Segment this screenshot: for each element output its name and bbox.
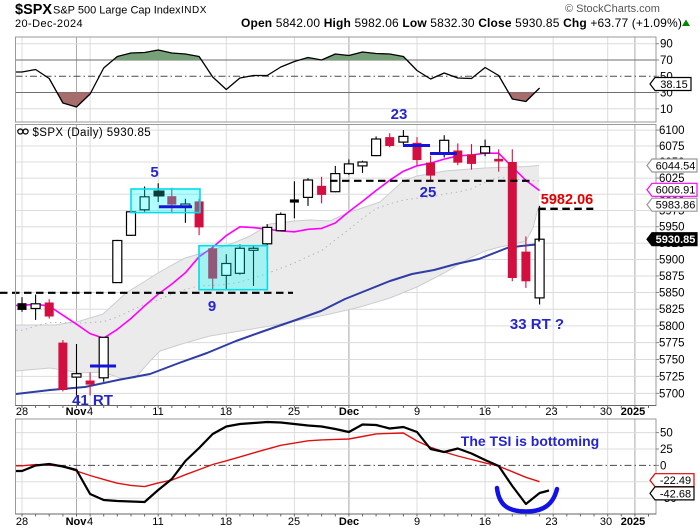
svg-text:25: 25 <box>660 444 673 456</box>
svg-text:$SPX: $SPX <box>15 2 52 18</box>
svg-text:-22.49: -22.49 <box>660 475 691 487</box>
svg-text:4: 4 <box>87 516 93 528</box>
svg-text:0: 0 <box>660 460 666 472</box>
svg-text:11: 11 <box>152 406 163 418</box>
svg-text:90: 90 <box>660 39 673 51</box>
svg-text:5950: 5950 <box>659 222 685 234</box>
svg-text:5983.86: 5983.86 <box>656 200 696 212</box>
svg-text:16: 16 <box>479 406 491 418</box>
svg-text:6100: 6100 <box>659 125 685 137</box>
svg-text:5875: 5875 <box>659 271 685 283</box>
svg-text:The TSI is bottoming: The TSI is bottoming <box>461 433 599 449</box>
svg-text:6044.54: 6044.54 <box>656 160 696 172</box>
svg-text:4: 4 <box>87 406 93 418</box>
svg-text:5775: 5775 <box>659 338 685 350</box>
svg-text:41 RT: 41 RT <box>72 392 113 409</box>
svg-text:-42.68: -42.68 <box>660 488 691 500</box>
svg-text:2025: 2025 <box>621 406 645 418</box>
svg-text:$SPX (Daily) 5930.85: $SPX (Daily) 5930.85 <box>33 127 152 139</box>
svg-text:30: 30 <box>600 516 612 528</box>
svg-text:INDX: INDX <box>181 5 207 16</box>
svg-text:11: 11 <box>152 516 163 528</box>
svg-text:Nov: Nov <box>66 406 88 418</box>
svg-text:5930.85: 5930.85 <box>656 234 696 246</box>
svg-text:5982.06: 5982.06 <box>541 192 593 208</box>
svg-text:23: 23 <box>391 106 408 123</box>
svg-text:23: 23 <box>545 406 557 418</box>
svg-text:S&P 500 Large Cap Index: S&P 500 Large Cap Index <box>53 5 181 17</box>
svg-text:9: 9 <box>414 406 420 418</box>
svg-text:23: 23 <box>545 516 557 528</box>
svg-text:© StockCharts.com: © StockCharts.com <box>565 3 660 15</box>
svg-text:25: 25 <box>288 406 300 418</box>
svg-text:5900: 5900 <box>659 255 685 267</box>
svg-text:25: 25 <box>288 516 300 528</box>
svg-text:16: 16 <box>479 516 491 528</box>
svg-text:Dec: Dec <box>339 406 359 418</box>
svg-text:25: 25 <box>420 184 437 201</box>
svg-text:9: 9 <box>208 298 216 315</box>
svg-text:18: 18 <box>220 516 232 528</box>
svg-text:50: 50 <box>660 428 673 440</box>
svg-text:6075: 6075 <box>659 141 685 153</box>
svg-text:6006.91: 6006.91 <box>656 185 696 197</box>
svg-text:5800: 5800 <box>659 321 685 333</box>
svg-text:Dec: Dec <box>339 516 359 528</box>
svg-text:6025: 6025 <box>659 173 685 185</box>
svg-text:28: 28 <box>16 516 28 528</box>
svg-text:20-Dec-2024: 20-Dec-2024 <box>15 18 83 30</box>
svg-text:33 RT ?: 33 RT ? <box>510 316 564 333</box>
svg-text:Open 5842.00 High 5982.06 Low: Open 5842.00 High 5982.06 Low 5832.30 Cl… <box>241 16 682 30</box>
svg-text:38.15: 38.15 <box>660 79 688 91</box>
svg-text:9: 9 <box>414 516 420 528</box>
svg-text:10: 10 <box>660 104 673 116</box>
svg-text:18: 18 <box>220 406 232 418</box>
svg-text:5: 5 <box>150 164 158 181</box>
svg-text:5725: 5725 <box>659 371 685 383</box>
svg-text:2025: 2025 <box>621 516 645 528</box>
svg-text:5825: 5825 <box>659 304 685 316</box>
svg-text:28: 28 <box>16 406 28 418</box>
svg-text:5700: 5700 <box>659 388 685 400</box>
svg-text:70: 70 <box>660 55 673 67</box>
svg-text:5850: 5850 <box>659 288 685 300</box>
svg-text:5750: 5750 <box>659 354 685 366</box>
svg-text:Nov: Nov <box>66 516 88 528</box>
svg-text:30: 30 <box>600 406 612 418</box>
